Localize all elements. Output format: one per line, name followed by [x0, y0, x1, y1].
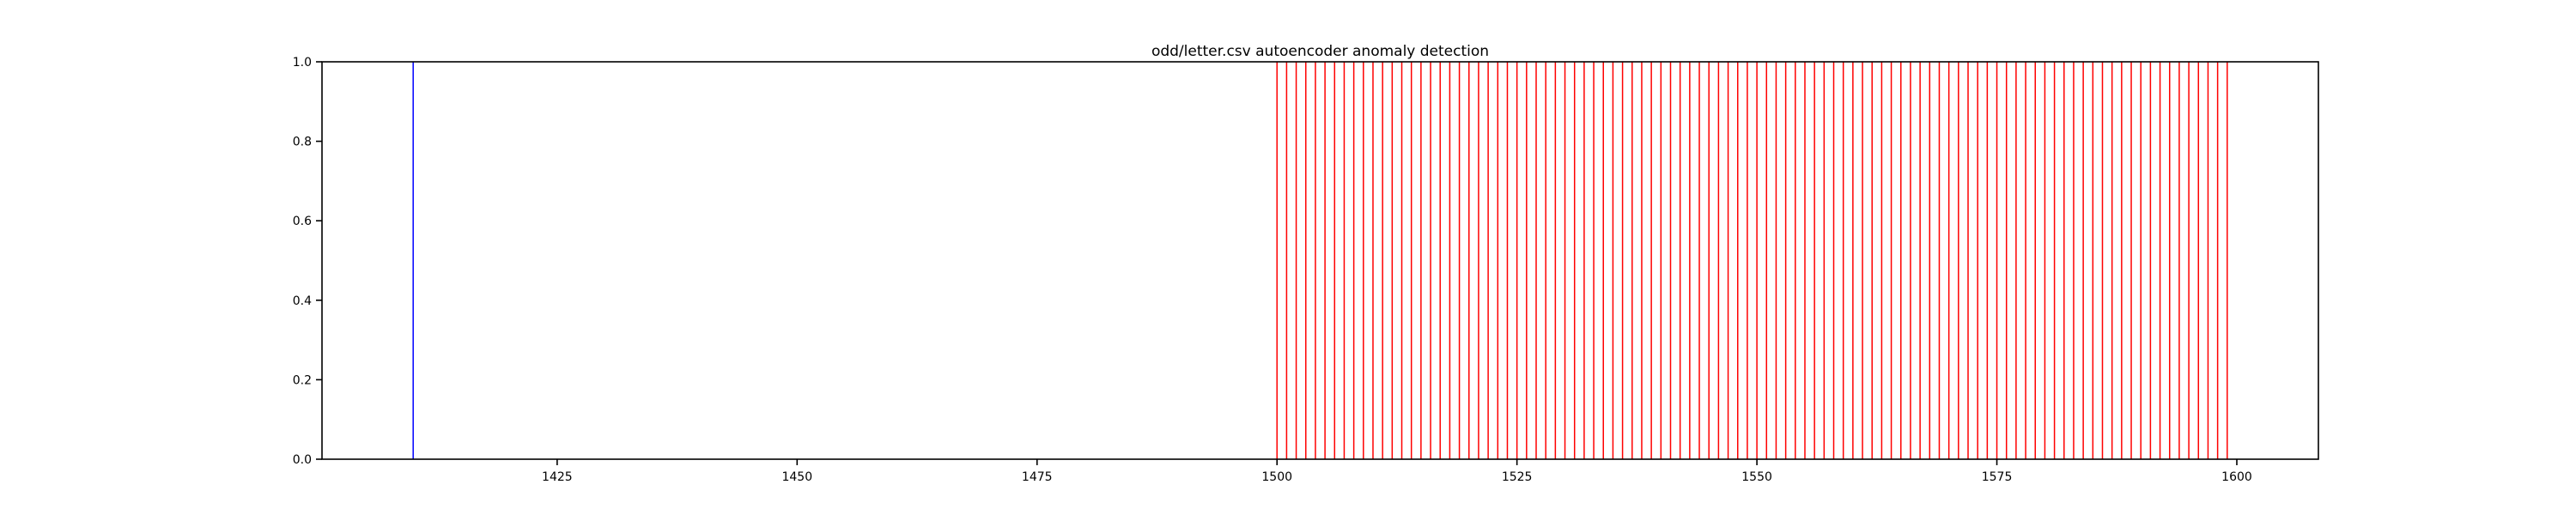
x-tick-label: 1575 — [1982, 470, 2013, 484]
x-tick-label: 1450 — [781, 470, 812, 484]
plot-frame — [321, 61, 2319, 460]
y-tick-label: 0.8 — [293, 136, 312, 149]
x-tick-label: 1500 — [1261, 470, 1292, 484]
x-tick-label: 1550 — [1741, 470, 1772, 484]
y-axis-ticks: 0.0 0.2 0.4 0.6 0.8 1.0 — [293, 56, 322, 467]
x-tick-label: 1475 — [1022, 470, 1053, 484]
x-tick-label: 1425 — [542, 470, 573, 484]
x-tick-label: 1525 — [1502, 470, 1533, 484]
x-axis-ticks: 1425 1450 1475 1500 1525 1550 1575 1600 — [542, 459, 2252, 484]
series-1 — [1276, 62, 2228, 459]
y-tick-label: 0.0 — [293, 453, 312, 467]
y-tick-label: 0.6 — [293, 215, 312, 228]
y-tick-label: 1.0 — [293, 56, 312, 70]
chart-marks — [412, 62, 2228, 459]
y-tick-label: 0.4 — [293, 294, 312, 308]
x-tick-label: 1600 — [2221, 470, 2252, 484]
y-tick-label: 0.2 — [293, 373, 312, 387]
chart-title: odd/letter.csv autoencoder anomaly detec… — [1151, 43, 1489, 60]
